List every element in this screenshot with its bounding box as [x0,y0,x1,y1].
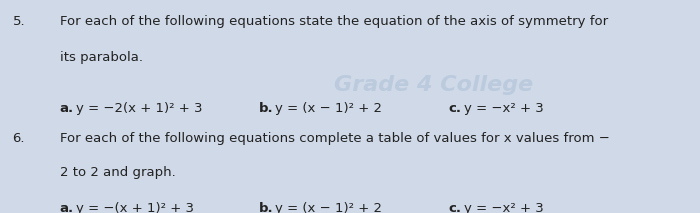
Text: y = −x² + 3: y = −x² + 3 [464,102,544,115]
Text: y = (x − 1)² + 2: y = (x − 1)² + 2 [275,202,382,213]
Text: b.: b. [259,102,274,115]
Text: y = −(x + 1)² + 3: y = −(x + 1)² + 3 [76,202,194,213]
Text: a.: a. [60,102,74,115]
Text: y = (x − 1)² + 2: y = (x − 1)² + 2 [275,102,382,115]
Text: Grade 4 College: Grade 4 College [335,75,533,95]
Text: 5.: 5. [13,15,25,28]
Text: y = −2(x + 1)² + 3: y = −2(x + 1)² + 3 [76,102,202,115]
Text: y = −x² + 3: y = −x² + 3 [464,202,544,213]
Text: 6.: 6. [13,132,25,145]
Text: a.: a. [60,202,74,213]
Text: c.: c. [448,102,461,115]
Text: For each of the following equations state the equation of the axis of symmetry f: For each of the following equations stat… [60,15,608,28]
Text: b.: b. [259,202,274,213]
Text: 2 to 2 and graph.: 2 to 2 and graph. [60,166,175,179]
Text: For each of the following equations complete a table of values for x values from: For each of the following equations comp… [60,132,610,145]
Text: its parabola.: its parabola. [60,51,143,64]
Text: c.: c. [448,202,461,213]
